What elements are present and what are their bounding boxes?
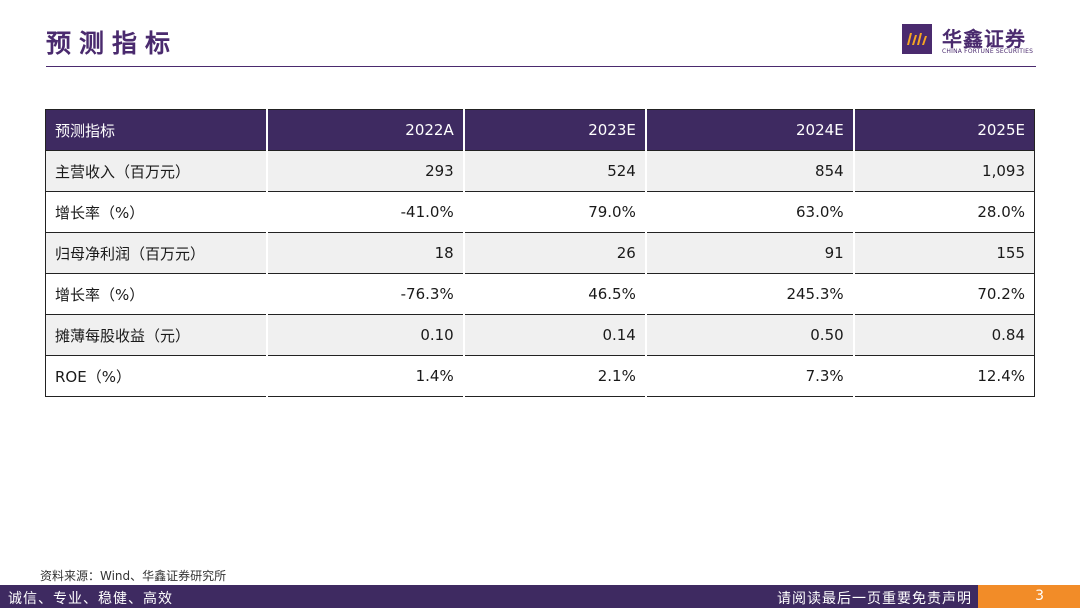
row-label: 归母净利润（百万元） — [55, 244, 206, 263]
company-logo: 华鑫证券 CHINA FORTUNE SECURITIES — [902, 24, 1042, 60]
table-cell: 63.0% — [644, 191, 854, 233]
table-cell: 91 — [644, 232, 854, 274]
row-label: 摊薄每股收益（元） — [55, 326, 191, 345]
column-header: 2024E — [644, 109, 854, 151]
table-cell: 524 — [462, 150, 646, 192]
table-cell: 7.3% — [644, 355, 854, 397]
column-header: 2023E — [462, 109, 646, 151]
table-cell: 293 — [266, 150, 464, 192]
logo-chinese-name: 华鑫证券 — [942, 27, 1026, 51]
table-row: 增长率（%） -76.3% 46.5% 245.3% 70.2% — [45, 273, 1035, 315]
table-row: 增长率（%） -41.0% 79.0% 63.0% 28.0% — [45, 191, 1035, 233]
table-cell: -41.0% — [266, 191, 464, 233]
page-number: 3 — [978, 585, 1080, 608]
table-cell: 12.4% — [852, 355, 1035, 397]
column-header: 2025E — [852, 109, 1035, 151]
table-cell: 26 — [462, 232, 646, 274]
header-divider — [46, 66, 1036, 67]
row-label: 主营收入（百万元） — [55, 162, 191, 181]
table-cell: 18 — [266, 232, 464, 274]
table-header-row: 预测指标 2022A 2023E 2024E 2025E — [45, 109, 1035, 151]
table-cell: -76.3% — [266, 273, 464, 315]
table-cell: 0.50 — [644, 314, 854, 356]
row-label: 增长率（%） — [55, 285, 145, 304]
table-row: ROE（%） 1.4% 2.1% 7.3% 12.4% — [45, 355, 1035, 397]
footer-slogan: 诚信、专业、稳健、高效 — [8, 591, 173, 607]
table-cell: 2.1% — [462, 355, 646, 397]
table-cell: 0.10 — [266, 314, 464, 356]
logo-english-name: CHINA FORTUNE SECURITIES — [942, 48, 1034, 55]
column-header: 2022A — [266, 109, 464, 151]
source-note: 资料来源：Wind、华鑫证券研究所 — [40, 569, 227, 583]
row-label: 增长率（%） — [55, 203, 145, 222]
table-cell: 1.4% — [266, 355, 464, 397]
table-cell: 46.5% — [462, 273, 646, 315]
table-cell: 70.2% — [852, 273, 1035, 315]
table-row: 摊薄每股收益（元） 0.10 0.14 0.50 0.84 — [45, 314, 1035, 356]
table-cell: 245.3% — [644, 273, 854, 315]
table-cell: 854 — [644, 150, 854, 192]
page-title: 预测指标 — [46, 29, 179, 58]
table-cell: 79.0% — [462, 191, 646, 233]
footer-bar: 诚信、专业、稳健、高效 请阅读最后一页重要免责声明 3 — [0, 585, 1080, 608]
disclaimer-note: 请阅读最后一页重要免责声明 — [777, 591, 972, 607]
table-row: 主营收入（百万元） 293 524 854 1,093 — [45, 150, 1035, 192]
row-label: ROE（%） — [55, 367, 131, 386]
table-cell: 1,093 — [852, 150, 1035, 192]
table-cell: 28.0% — [852, 191, 1035, 233]
table-cell: 0.84 — [852, 314, 1035, 356]
column-header: 预测指标 — [55, 121, 116, 140]
table-cell: 155 — [852, 232, 1035, 274]
forecast-table: 预测指标 2022A 2023E 2024E 2025E 主营收入（百万元） 2… — [45, 109, 1035, 397]
table-row: 归母净利润（百万元） 18 26 91 155 — [45, 232, 1035, 274]
logo-mark-icon — [902, 24, 932, 54]
table-cell: 0.14 — [462, 314, 646, 356]
